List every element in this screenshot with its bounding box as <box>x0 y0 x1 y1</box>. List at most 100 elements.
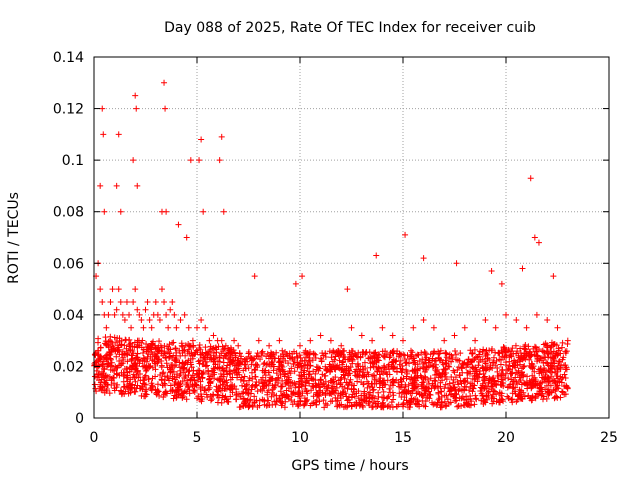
data-point <box>348 347 355 354</box>
data-point <box>315 380 322 387</box>
data-point <box>208 395 215 402</box>
data-point <box>454 366 461 373</box>
data-point <box>241 357 248 364</box>
data-point <box>380 380 387 387</box>
data-point <box>379 384 386 391</box>
data-point <box>190 387 197 394</box>
data-point <box>534 390 541 397</box>
data-point <box>218 133 225 140</box>
data-point <box>148 380 155 387</box>
data-point <box>460 360 467 367</box>
data-point <box>488 383 495 390</box>
data-point <box>252 381 259 388</box>
data-point <box>443 402 450 409</box>
x-tick-label: 0 <box>90 430 99 446</box>
data-point <box>283 392 290 399</box>
data-point <box>204 362 210 369</box>
data-point <box>118 388 125 395</box>
y-tick-label: 0.12 <box>53 102 84 118</box>
data-point <box>243 382 250 389</box>
data-point <box>327 337 334 344</box>
data-point <box>379 403 386 410</box>
data-point <box>301 395 308 402</box>
data-point <box>261 397 268 404</box>
data-point <box>554 368 561 375</box>
data-point <box>127 386 134 393</box>
data-point <box>282 398 289 405</box>
data-point <box>217 382 224 389</box>
data-point <box>518 369 525 376</box>
data-point <box>484 383 491 390</box>
data-point <box>110 374 117 381</box>
data-point <box>383 351 390 358</box>
data-point <box>422 384 429 391</box>
data-point <box>341 347 348 354</box>
data-point <box>367 364 374 371</box>
data-point <box>175 391 182 398</box>
data-point <box>488 394 495 401</box>
data-point <box>410 359 417 366</box>
data-point <box>104 381 111 388</box>
data-point <box>550 273 557 280</box>
data-point <box>200 208 207 215</box>
data-point <box>145 376 152 383</box>
data-point <box>287 370 294 377</box>
data-point <box>142 390 149 397</box>
data-point <box>108 359 115 366</box>
data-point <box>332 387 339 394</box>
data-point <box>463 393 470 400</box>
data-point <box>279 347 286 354</box>
data-point <box>432 371 439 378</box>
data-point <box>363 398 370 405</box>
data-point <box>269 386 276 393</box>
data-point <box>268 393 275 400</box>
data-point <box>369 337 376 344</box>
data-point <box>154 387 161 394</box>
data-point <box>134 341 141 348</box>
data-point <box>521 393 528 400</box>
data-point <box>130 298 137 305</box>
data-point <box>403 375 410 382</box>
data-point <box>173 324 180 331</box>
data-point <box>450 367 457 374</box>
data-point <box>493 382 500 389</box>
data-point <box>430 350 437 357</box>
data-point <box>220 208 227 215</box>
data-point <box>308 387 315 394</box>
data-point <box>289 401 296 408</box>
data-point <box>195 367 202 374</box>
data-point <box>193 395 200 402</box>
data-point <box>149 341 156 348</box>
data-point <box>198 351 205 358</box>
data-point <box>227 376 234 383</box>
data-point <box>438 404 445 411</box>
data-point <box>369 354 376 361</box>
data-point <box>344 286 351 293</box>
data-point <box>506 363 513 370</box>
data-point <box>247 353 254 360</box>
data-point <box>97 356 104 363</box>
data-point <box>244 381 251 388</box>
data-point <box>171 392 178 399</box>
data-point <box>198 136 205 143</box>
data-point <box>254 388 261 395</box>
data-point <box>318 358 325 365</box>
data-point <box>112 339 119 346</box>
data-point <box>276 363 283 370</box>
data-point <box>183 234 190 241</box>
data-point <box>505 365 512 372</box>
data-point <box>341 384 348 391</box>
data-point <box>527 175 534 182</box>
data-point <box>338 374 345 381</box>
data-point <box>370 363 377 370</box>
y-tick-label: 0.04 <box>53 308 84 324</box>
data-point <box>329 358 336 365</box>
data-point <box>175 221 182 228</box>
data-point <box>212 361 219 368</box>
data-point <box>214 399 221 406</box>
data-point <box>554 375 561 382</box>
data-point <box>454 378 461 385</box>
data-point <box>450 392 457 399</box>
data-point <box>522 341 529 348</box>
data-point <box>324 384 331 391</box>
